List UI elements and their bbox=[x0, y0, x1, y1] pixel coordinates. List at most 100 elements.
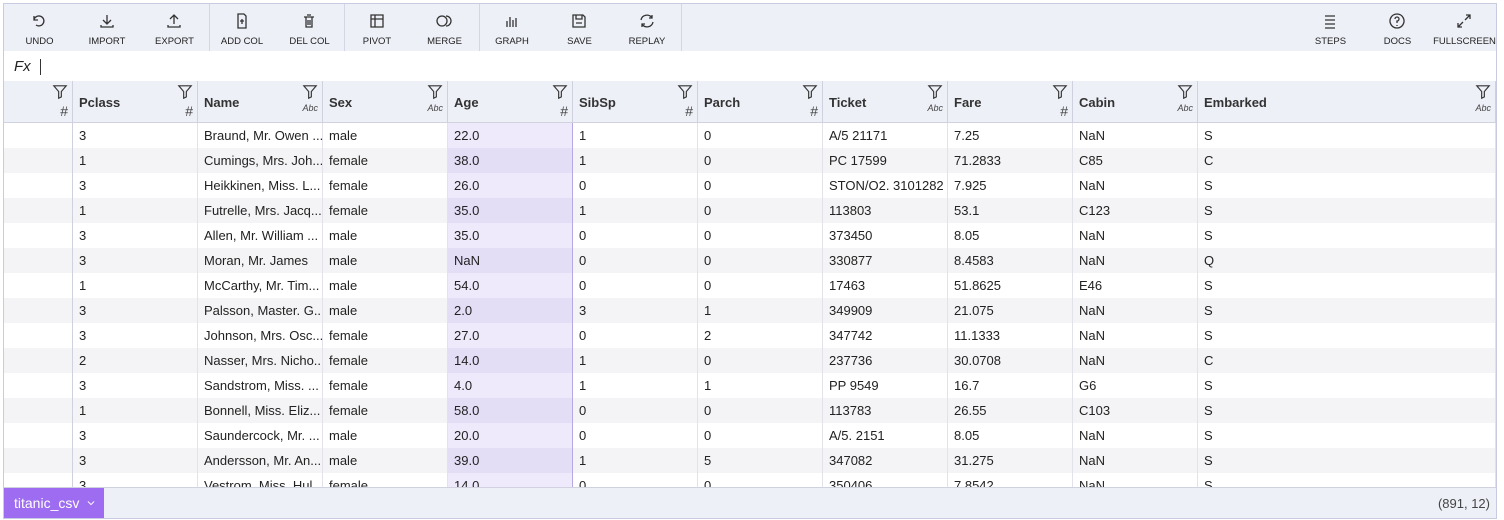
table-cell[interactable]: 3 bbox=[73, 248, 198, 273]
table-cell[interactable]: 3 bbox=[573, 298, 698, 323]
table-cell[interactable]: male bbox=[323, 298, 448, 323]
table-cell[interactable]: NaN bbox=[448, 248, 573, 273]
table-cell[interactable]: 347742 bbox=[823, 323, 948, 348]
table-cell[interactable]: Cumings, Mrs. Joh... bbox=[198, 148, 323, 173]
table-cell[interactable]: Q bbox=[1198, 248, 1496, 273]
table-cell[interactable]: A/5 21171 bbox=[823, 123, 948, 148]
table-cell[interactable]: 0 bbox=[698, 348, 823, 373]
toolbar-button[interactable]: ADD COL bbox=[209, 4, 276, 51]
table-cell[interactable]: 113783 bbox=[823, 398, 948, 423]
table-cell[interactable]: NaN bbox=[1073, 423, 1198, 448]
table-cell[interactable]: 237736 bbox=[823, 348, 948, 373]
column-header[interactable]: NameAbc bbox=[198, 81, 323, 123]
table-cell[interactable]: Allen, Mr. William ... bbox=[198, 223, 323, 248]
table-cell[interactable]: female bbox=[323, 173, 448, 198]
table-cell[interactable]: NaN bbox=[1073, 248, 1198, 273]
table-cell[interactable]: 35.0 bbox=[448, 198, 573, 223]
table-cell[interactable]: 3 bbox=[73, 423, 198, 448]
table-cell[interactable]: Johnson, Mrs. Osc... bbox=[198, 323, 323, 348]
table-cell[interactable]: Nasser, Mrs. Nicho... bbox=[198, 348, 323, 373]
toolbar-button[interactable]: MERGE bbox=[411, 4, 478, 51]
column-header[interactable]: Age# bbox=[448, 81, 573, 123]
table-cell[interactable]: 14.0 bbox=[448, 473, 573, 487]
table-cell[interactable]: 16.7 bbox=[948, 373, 1073, 398]
table-cell[interactable]: 21.075 bbox=[948, 298, 1073, 323]
table-cell[interactable]: female bbox=[323, 348, 448, 373]
table-cell[interactable]: C103 bbox=[1073, 398, 1198, 423]
table-cell[interactable]: Palsson, Master. G... bbox=[198, 298, 323, 323]
table-cell[interactable]: A/5. 2151 bbox=[823, 423, 948, 448]
table-cell[interactable]: 0 bbox=[573, 398, 698, 423]
table-cell[interactable]: female bbox=[323, 373, 448, 398]
table-cell[interactable]: NaN bbox=[1073, 298, 1198, 323]
table-cell[interactable]: 1 bbox=[573, 448, 698, 473]
sheet-tab[interactable]: titanic_csv bbox=[4, 488, 104, 519]
toolbar-button[interactable]: GRAPH bbox=[479, 4, 546, 51]
table-cell[interactable]: female bbox=[323, 323, 448, 348]
table-cell[interactable]: 54.0 bbox=[448, 273, 573, 298]
table-cell[interactable]: 1 bbox=[73, 148, 198, 173]
table-cell[interactable]: PC 17599 bbox=[823, 148, 948, 173]
table-cell[interactable]: 3 bbox=[73, 298, 198, 323]
table-cell[interactable]: 3 bbox=[73, 323, 198, 348]
table-cell[interactable]: 1 bbox=[698, 298, 823, 323]
table-cell[interactable]: S bbox=[1198, 398, 1496, 423]
table-cell[interactable]: 0 bbox=[698, 473, 823, 487]
toolbar-button[interactable]: SAVE bbox=[546, 4, 613, 51]
table-cell[interactable]: male bbox=[323, 448, 448, 473]
table-cell[interactable]: female bbox=[323, 398, 448, 423]
table-cell[interactable]: 4.0 bbox=[448, 373, 573, 398]
toolbar-button[interactable]: STEPS bbox=[1297, 4, 1364, 51]
table-cell[interactable]: 11.1333 bbox=[948, 323, 1073, 348]
table-cell[interactable]: 0 bbox=[573, 423, 698, 448]
table-cell[interactable]: S bbox=[1198, 273, 1496, 298]
table-cell[interactable]: 1 bbox=[573, 373, 698, 398]
table-cell[interactable]: S bbox=[1198, 323, 1496, 348]
table-cell[interactable]: STON/O2. 3101282 bbox=[823, 173, 948, 198]
table-cell[interactable]: 1 bbox=[573, 198, 698, 223]
table-cell[interactable]: 27.0 bbox=[448, 323, 573, 348]
table-cell[interactable]: 0 bbox=[573, 173, 698, 198]
table-cell[interactable]: 0 bbox=[573, 223, 698, 248]
column-header[interactable]: SexAbc bbox=[323, 81, 448, 123]
table-cell[interactable]: NaN bbox=[1073, 173, 1198, 198]
table-cell[interactable]: G6 bbox=[1073, 373, 1198, 398]
table-cell[interactable]: 35.0 bbox=[448, 223, 573, 248]
table-cell[interactable]: 1 bbox=[698, 373, 823, 398]
table-cell[interactable]: PP 9549 bbox=[823, 373, 948, 398]
table-cell[interactable]: 0 bbox=[698, 223, 823, 248]
table-cell[interactable]: Braund, Mr. Owen ... bbox=[198, 123, 323, 148]
table-cell[interactable]: 3 bbox=[73, 373, 198, 398]
table-cell[interactable]: 2 bbox=[73, 348, 198, 373]
table-cell[interactable]: male bbox=[323, 223, 448, 248]
table-cell[interactable]: 39.0 bbox=[448, 448, 573, 473]
table-cell[interactable]: Saundercock, Mr. ... bbox=[198, 423, 323, 448]
table-cell[interactable]: 350406 bbox=[823, 473, 948, 487]
table-cell[interactable]: 20.0 bbox=[448, 423, 573, 448]
table-cell[interactable]: 1 bbox=[73, 198, 198, 223]
table-cell[interactable]: 3 bbox=[73, 223, 198, 248]
column-header[interactable]: EmbarkedAbc bbox=[1198, 81, 1496, 123]
table-cell[interactable]: 0 bbox=[573, 323, 698, 348]
column-header[interactable]: Pclass# bbox=[73, 81, 198, 123]
table-cell[interactable]: 30.0708 bbox=[948, 348, 1073, 373]
toolbar-button[interactable]: UNDO bbox=[6, 4, 73, 51]
table-cell[interactable]: NaN bbox=[1073, 323, 1198, 348]
table-cell[interactable]: 373450 bbox=[823, 223, 948, 248]
table-cell[interactable]: female bbox=[323, 198, 448, 223]
table-cell[interactable]: 0 bbox=[698, 423, 823, 448]
table-cell[interactable]: 0 bbox=[698, 273, 823, 298]
toolbar-button[interactable]: EXPORT bbox=[141, 4, 208, 51]
table-cell[interactable]: male bbox=[323, 273, 448, 298]
table-cell[interactable]: 0 bbox=[698, 398, 823, 423]
table-cell[interactable]: 7.925 bbox=[948, 173, 1073, 198]
table-cell[interactable]: 0 bbox=[698, 198, 823, 223]
table-cell[interactable]: Bonnell, Miss. Eliz... bbox=[198, 398, 323, 423]
toolbar-button[interactable]: PIVOT bbox=[344, 4, 411, 51]
table-cell[interactable]: 22.0 bbox=[448, 123, 573, 148]
table-cell[interactable]: 38.0 bbox=[448, 148, 573, 173]
table-cell[interactable]: Heikkinen, Miss. L... bbox=[198, 173, 323, 198]
table-cell[interactable]: 0 bbox=[698, 248, 823, 273]
table-cell[interactable]: Moran, Mr. James bbox=[198, 248, 323, 273]
column-header[interactable]: SibSp# bbox=[573, 81, 698, 123]
